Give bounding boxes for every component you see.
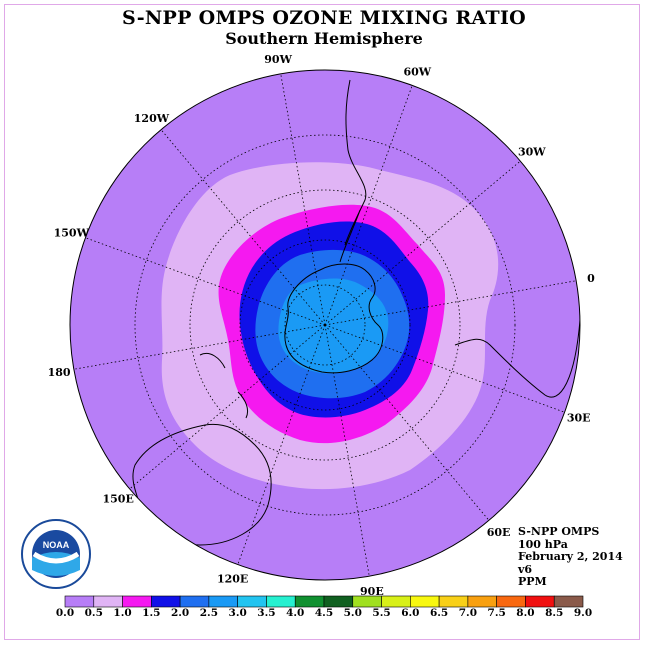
map-title: S-NPP OMPS OZONE MIXING RATIO xyxy=(121,7,527,29)
colorbar-tick-label: 6.0 xyxy=(401,607,420,619)
info-pressure: 100 hPa xyxy=(518,537,568,551)
info-units: PPM xyxy=(518,575,547,588)
coastline-south-america xyxy=(344,79,367,246)
meridian-line xyxy=(324,324,565,413)
coastline-africa xyxy=(454,319,580,398)
colorbar-tick-label: 7.5 xyxy=(487,607,506,619)
colorbar-swatch xyxy=(64,595,95,608)
colorbar-tick-label: 4.0 xyxy=(286,607,305,619)
meridian-line xyxy=(324,324,370,577)
colorbar-swatch xyxy=(179,595,210,608)
colorbar-swatch xyxy=(381,595,411,608)
colorbar-swatch xyxy=(122,595,152,608)
noaa-logo-icon: NOAA xyxy=(21,519,91,589)
page-frame xyxy=(4,4,640,640)
colorbar-tick-label: 4.5 xyxy=(314,607,334,619)
meridian-line xyxy=(73,324,326,370)
colorbar-tick-label: 2.0 xyxy=(170,607,190,619)
meridian-line xyxy=(324,280,577,326)
colorbar-swatch xyxy=(208,595,238,608)
longitude-label: 60W xyxy=(404,65,432,78)
colorbar-tick-label: 8.5 xyxy=(545,607,564,619)
map-subtitle: Southern Hemisphere xyxy=(225,29,423,48)
coastline-new-zealand xyxy=(199,353,249,419)
colorbar-swatch xyxy=(151,595,181,608)
longitude-label: 90W xyxy=(264,53,292,66)
colorbar-swatch xyxy=(410,595,440,608)
longitude-label: 30W xyxy=(518,145,546,158)
colorbar-tick-label: 3.0 xyxy=(228,607,247,619)
meridian-line xyxy=(324,324,490,521)
meridians xyxy=(73,73,577,577)
colorbar-tick-label: 2.5 xyxy=(199,607,219,619)
colorbar-tick-label: 1.0 xyxy=(113,607,132,619)
colorbar-swatch xyxy=(93,595,123,608)
meridian-line xyxy=(85,237,326,326)
colorbar-swatch xyxy=(525,595,555,608)
meridian-line xyxy=(237,324,326,565)
colorbar-swatch xyxy=(496,595,526,608)
colorbar-tick-label: 0.0 xyxy=(55,607,75,619)
colorbar-tick-label: 6.5 xyxy=(429,607,449,619)
colorbar-tick-label: 0.5 xyxy=(84,607,103,619)
longitude-label: 120W xyxy=(134,112,170,125)
colorbar-swatch xyxy=(237,595,267,608)
meridian-line xyxy=(160,129,326,326)
logo-text: NOAA xyxy=(43,540,70,550)
colorbar-swatch xyxy=(323,595,354,608)
colorbar-tick-label: 1.5 xyxy=(142,607,161,619)
colorbar-swatch xyxy=(294,595,325,608)
longitude-labels: 90W 60W 30W 0 30E 60E 90E 120E 150E 180 150W 120W xyxy=(48,53,595,598)
meridian-line xyxy=(324,85,413,326)
info-instrument: S-NPP OMPS xyxy=(518,525,600,538)
meridian-line xyxy=(324,160,521,326)
graticule xyxy=(134,134,516,516)
colorbar-swatch xyxy=(266,595,296,608)
longitude-label: 150E xyxy=(102,493,133,506)
colorbar-swatch xyxy=(438,595,469,608)
longitude-label: 90E xyxy=(360,585,384,598)
info-block: S-NPP OMPS 100 hPa February 2, 2014 v6 P… xyxy=(518,525,623,589)
longitude-label: 180 xyxy=(48,366,71,379)
colorbar-swatch xyxy=(352,595,382,608)
meridian-line xyxy=(129,324,326,490)
meridian-line xyxy=(280,73,326,326)
colorbar-swatch xyxy=(467,595,497,608)
colorbar-swatch xyxy=(553,595,584,608)
colorbar-tick-label: 3.5 xyxy=(257,607,276,619)
colorbar-tick-label: 5.5 xyxy=(372,607,391,619)
colorbar-tick-label: 7.0 xyxy=(458,607,478,619)
colorbar-tick-label: 8.0 xyxy=(516,607,535,619)
band-2.5-3.0 xyxy=(278,278,389,374)
info-date: February 2, 2014 xyxy=(518,550,623,563)
longitude-label: 120E xyxy=(217,573,248,586)
info-version: v6 xyxy=(518,562,533,576)
map-border xyxy=(69,69,581,581)
longitude-label: 30E xyxy=(567,411,591,424)
longitude-label: 0 xyxy=(587,272,595,285)
longitude-label: 150W xyxy=(54,227,90,240)
colorbar-tick-label: 5.0 xyxy=(343,607,362,619)
colorbar-tick-label: 9.0 xyxy=(573,607,593,619)
longitude-label: 60E xyxy=(487,526,511,539)
